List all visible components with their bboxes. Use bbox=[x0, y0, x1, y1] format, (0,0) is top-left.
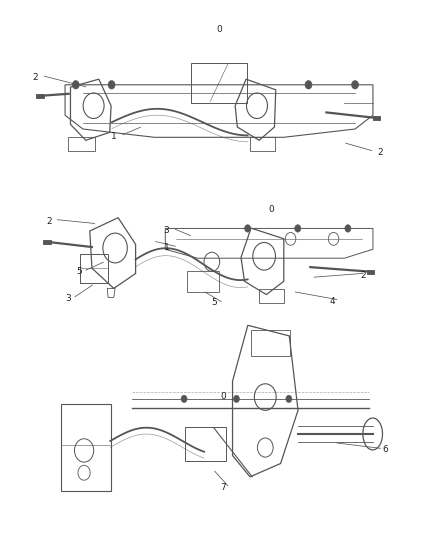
Text: 3: 3 bbox=[164, 226, 170, 235]
Text: 5: 5 bbox=[212, 298, 218, 307]
Text: 2: 2 bbox=[378, 148, 383, 157]
Circle shape bbox=[181, 395, 187, 402]
Text: 0: 0 bbox=[268, 205, 274, 214]
Text: 0: 0 bbox=[220, 392, 226, 401]
Circle shape bbox=[286, 395, 292, 402]
Text: 0: 0 bbox=[216, 26, 222, 35]
Circle shape bbox=[352, 80, 359, 89]
Circle shape bbox=[244, 225, 251, 232]
Text: 1: 1 bbox=[164, 244, 170, 253]
Circle shape bbox=[295, 225, 301, 232]
Circle shape bbox=[233, 395, 240, 402]
Circle shape bbox=[345, 225, 351, 232]
Circle shape bbox=[305, 80, 312, 89]
Text: 4: 4 bbox=[330, 296, 336, 305]
Text: 2: 2 bbox=[360, 271, 366, 279]
Text: 5: 5 bbox=[76, 268, 82, 276]
Circle shape bbox=[108, 80, 115, 89]
Text: 3: 3 bbox=[66, 294, 71, 303]
Text: 6: 6 bbox=[382, 446, 388, 455]
Circle shape bbox=[72, 80, 79, 89]
Text: 1: 1 bbox=[111, 132, 117, 141]
Text: 2: 2 bbox=[33, 73, 39, 82]
Text: 7: 7 bbox=[220, 482, 226, 491]
Text: 2: 2 bbox=[46, 217, 52, 226]
